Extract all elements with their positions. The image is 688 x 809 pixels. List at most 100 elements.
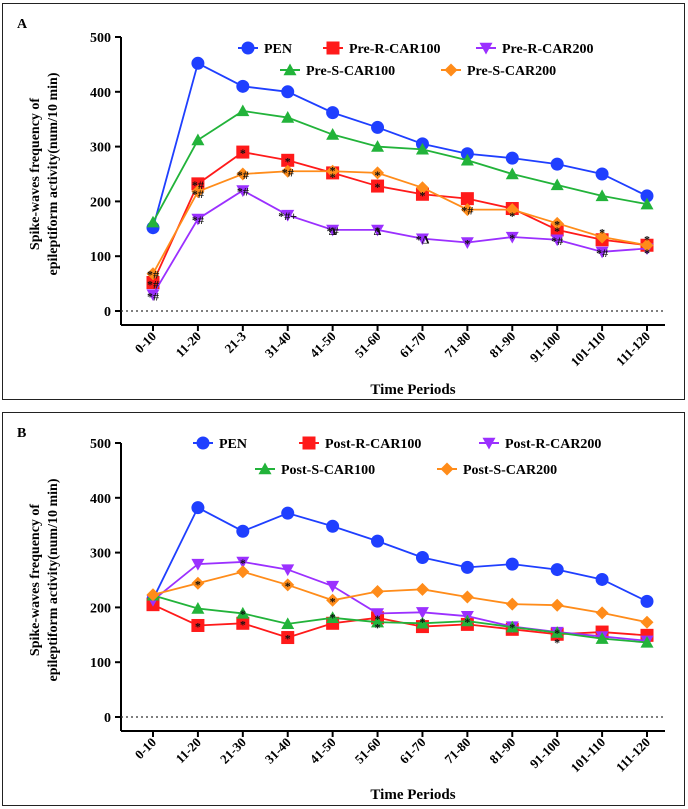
significance-annotation: * [375, 621, 381, 635]
data-point [146, 215, 160, 228]
legend-marker [326, 41, 340, 55]
legend-item: Pre-R-CAR100 [323, 41, 441, 57]
series-pen [146, 56, 654, 235]
data-point [281, 617, 295, 630]
data-point [281, 631, 295, 645]
significance-annotation: * [285, 632, 291, 646]
legend-label: Post-R-CAR100 [325, 437, 421, 452]
x-tick-label: 81-90 [486, 735, 518, 767]
x-tick-label: 61-70 [397, 735, 429, 767]
data-point [460, 192, 474, 206]
significance-annotation: * [599, 226, 605, 240]
significance-annotation: *# [147, 290, 159, 304]
legend-item: Pre-S-CAR200 [441, 63, 556, 79]
x-axis-title: Time Periods [370, 382, 455, 398]
x-tick-label: 21-3 [221, 328, 249, 356]
y-tick-label: 200 [90, 601, 111, 616]
data-point [191, 501, 205, 515]
data-point [460, 147, 474, 161]
data-point [236, 616, 250, 630]
data-point [550, 626, 564, 638]
data-point [236, 104, 250, 117]
legend-label: Pre-S-CAR200 [467, 64, 556, 79]
series-pre-r-car200 [146, 185, 654, 302]
significance-annotation: * [644, 233, 650, 247]
chart-panel-a: A 0 100 200 300 400 500 0-10 11-20 21-3 31-40 41-50… [2, 3, 685, 400]
data-point [281, 209, 295, 222]
data-point [236, 79, 250, 93]
significance-annotation: *# [596, 246, 608, 260]
significance-annotation: * [330, 611, 336, 625]
significance-annotation: * [195, 619, 201, 633]
data-point [236, 145, 250, 159]
data-point [415, 233, 429, 246]
significance-annotation: * [285, 579, 291, 593]
data-point [505, 151, 519, 165]
legend-item: Post-S-CAR200 [437, 462, 557, 478]
data-point [326, 593, 340, 607]
legend-item: Pre-R-CAR200 [476, 42, 594, 57]
data-point [415, 142, 429, 155]
data-point [415, 616, 429, 629]
significance-annotation: * [375, 224, 381, 238]
data-point [460, 203, 474, 217]
y-tick-label: 100 [90, 250, 111, 265]
data-point [236, 167, 250, 181]
legend-item: Post-S-CAR100 [255, 462, 375, 478]
significance-annotation: * [509, 231, 515, 245]
data-point [281, 164, 295, 178]
data-point [550, 223, 564, 237]
x-tick-label: 41-50 [307, 735, 339, 767]
x-axis-title: Time Periods [370, 787, 455, 803]
y-tick-label: 400 [90, 86, 111, 101]
significance-annotation: * [554, 626, 560, 640]
x-tick-label: 111-120 [613, 735, 653, 775]
data-point [415, 582, 429, 596]
legend-label: Pre-R-CAR100 [349, 42, 441, 57]
y-tick-label: 300 [90, 547, 111, 562]
series-line [152, 189, 648, 296]
significance-annotation: *# [461, 204, 473, 218]
data-point [595, 632, 609, 644]
legend-label: Post-R-CAR200 [505, 437, 601, 452]
significance-annotation: *# [192, 213, 204, 227]
data-point [460, 153, 474, 166]
data-point [595, 572, 609, 586]
y-axis-title-line1: Spike-waves frequency of [28, 98, 43, 251]
significance-annotation: * [644, 246, 650, 260]
significance-annotation: * [240, 146, 246, 160]
data-point [326, 224, 340, 237]
data-point [281, 564, 295, 577]
data-point [640, 635, 654, 648]
legend-marker [258, 462, 272, 475]
data-point [371, 224, 385, 237]
legend-label: Pre-S-CAR100 [306, 64, 395, 79]
legend-item: PEN [238, 41, 292, 57]
significance-annotation: * [464, 237, 470, 251]
data-point [326, 580, 340, 593]
data-point [191, 133, 205, 146]
y-tick-label: 400 [90, 492, 111, 507]
data-point [595, 246, 609, 259]
data-point [595, 606, 609, 620]
legend-label: Pre-R-CAR200 [502, 42, 594, 57]
significance-annotation: * [554, 224, 560, 238]
data-point [415, 607, 429, 619]
chart-panel-b: B 0 100 200 300 400 500 0-10 11-20 21-30 31-40 41-5… [2, 412, 685, 806]
legend-marker [241, 41, 255, 55]
significance-annotation: * [330, 170, 336, 184]
y-axis-title-line2: epileptiform activity(num/10 min) [46, 478, 61, 681]
legend-label: Post-S-CAR200 [463, 463, 557, 478]
significance-annotation: * [240, 617, 246, 631]
panel-label: B [17, 426, 26, 441]
x-tick-label: 101-110 [567, 735, 608, 776]
series-post-r-car100 [146, 598, 654, 645]
significance-annotation: *# [327, 224, 339, 238]
significance-annotation: *# [147, 268, 159, 282]
x-tick-label: 0-10 [132, 329, 159, 356]
significance-annotation: * [464, 615, 470, 629]
x-tick-label: 0-10 [132, 735, 159, 762]
data-point [191, 185, 205, 199]
data-point [326, 106, 340, 120]
data-point [415, 187, 429, 201]
